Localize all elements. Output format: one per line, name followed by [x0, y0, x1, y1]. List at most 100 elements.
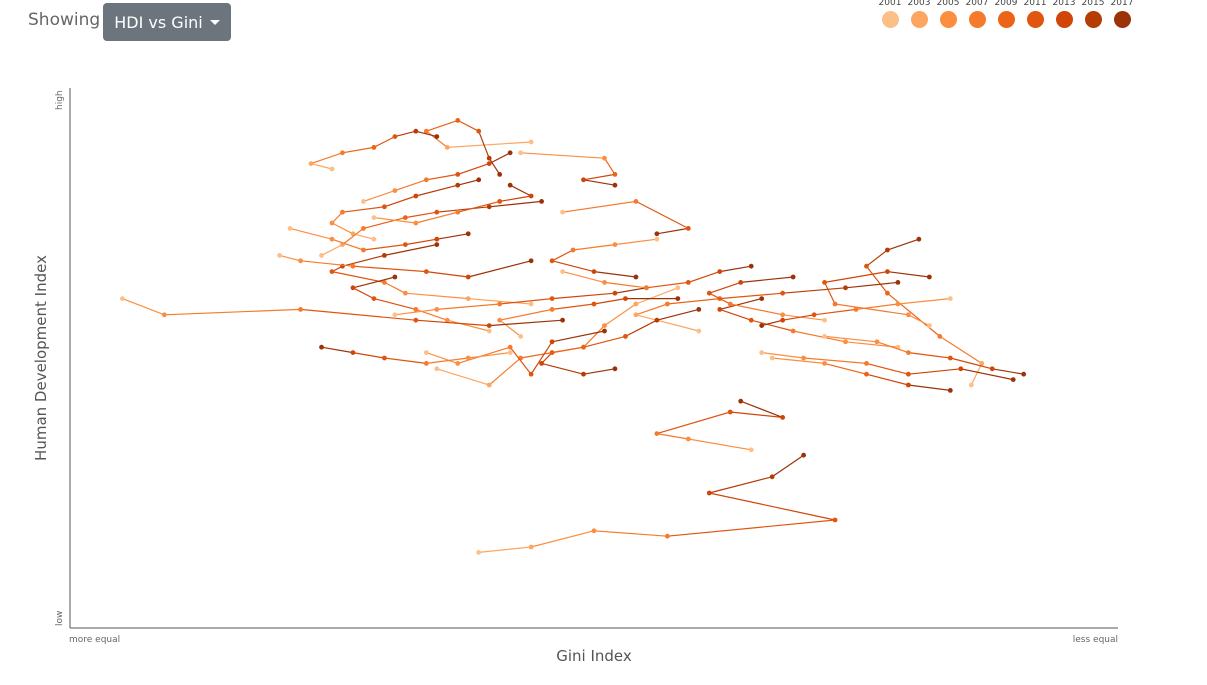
data-point[interactable] [549, 296, 555, 301]
data-point[interactable] [277, 253, 282, 258]
data-point[interactable] [308, 161, 314, 167]
data-point[interactable] [832, 301, 838, 307]
data-point[interactable] [822, 280, 827, 285]
data-point[interactable] [382, 253, 387, 258]
data-point[interactable] [822, 361, 827, 366]
data-point[interactable] [361, 199, 366, 204]
data-point[interactable] [874, 339, 880, 345]
data-point[interactable] [486, 323, 492, 328]
data-point[interactable] [989, 366, 995, 372]
data-point[interactable] [350, 350, 356, 355]
data-point[interactable] [727, 301, 733, 307]
data-point[interactable] [340, 150, 345, 156]
data-point[interactable] [947, 388, 953, 393]
data-point[interactable] [560, 269, 565, 274]
data-point[interactable] [916, 236, 922, 242]
data-point[interactable] [926, 274, 932, 280]
data-point[interactable] [790, 274, 796, 280]
data-point[interactable] [340, 209, 345, 215]
data-point[interactable] [696, 328, 702, 334]
data-point[interactable] [423, 177, 429, 183]
data-point[interactable] [507, 350, 513, 355]
data-point[interactable] [759, 323, 765, 328]
data-point[interactable] [675, 296, 681, 301]
data-point[interactable] [570, 247, 576, 253]
data-point[interactable] [633, 301, 639, 307]
data-point[interactable] [822, 334, 827, 339]
data-point[interactable] [161, 312, 167, 318]
data-point[interactable] [402, 242, 408, 248]
data-point[interactable] [654, 317, 660, 323]
data-point[interactable] [864, 371, 869, 377]
data-point[interactable] [769, 355, 775, 361]
data-point[interactable] [539, 199, 544, 204]
data-point[interactable] [392, 134, 398, 140]
data-point[interactable] [790, 328, 796, 334]
data-point[interactable] [528, 544, 534, 550]
data-point[interactable] [549, 258, 555, 264]
data-point[interactable] [497, 199, 503, 204]
data-point[interactable] [518, 334, 524, 339]
data-point[interactable] [906, 371, 911, 377]
data-point[interactable] [402, 290, 408, 296]
data-point[interactable] [748, 263, 754, 269]
data-point[interactable] [350, 285, 356, 291]
data-point[interactable] [507, 182, 513, 188]
data-point[interactable] [371, 145, 377, 150]
data-point[interactable] [947, 296, 953, 301]
data-point[interactable] [633, 274, 639, 280]
data-point[interactable] [539, 361, 544, 366]
data-point[interactable] [675, 285, 681, 291]
data-point[interactable] [654, 431, 660, 436]
data-point[interactable] [906, 312, 911, 318]
data-point[interactable] [727, 409, 733, 415]
data-point[interactable] [287, 226, 293, 231]
data-point[interactable] [434, 209, 440, 215]
data-point[interactable] [748, 317, 754, 323]
data-point[interactable] [455, 118, 461, 123]
data-point[interactable] [528, 258, 534, 264]
data-point[interactable] [885, 269, 890, 274]
data-point[interactable] [581, 371, 586, 377]
data-point[interactable] [654, 236, 660, 242]
data-point[interactable] [455, 209, 461, 215]
data-point[interactable] [497, 317, 503, 323]
data-point[interactable] [329, 269, 335, 274]
data-point[interactable] [371, 236, 377, 242]
data-point[interactable] [413, 220, 419, 226]
data-point[interactable] [1021, 371, 1027, 377]
data-point[interactable] [465, 274, 471, 280]
data-point[interactable] [518, 150, 524, 156]
data-point[interactable] [528, 193, 534, 199]
data-point[interactable] [633, 312, 639, 318]
data-point[interactable] [906, 382, 911, 388]
data-point[interactable] [895, 280, 901, 285]
data-point[interactable] [549, 307, 555, 312]
metric-dropdown-button[interactable]: HDI vs Gini [103, 3, 231, 41]
data-point[interactable] [926, 323, 932, 328]
data-point[interactable] [853, 307, 859, 312]
data-point[interactable] [413, 317, 419, 323]
data-point[interactable] [371, 296, 377, 301]
data-point[interactable] [738, 398, 744, 404]
data-point[interactable] [507, 344, 513, 350]
data-point[interactable] [822, 317, 827, 323]
data-point[interactable] [423, 361, 429, 366]
data-point[interactable] [685, 226, 691, 231]
data-point[interactable] [864, 263, 869, 269]
data-point[interactable] [685, 436, 691, 442]
data-point[interactable] [465, 355, 471, 361]
data-point[interactable] [486, 155, 492, 161]
data-point[interactable] [434, 242, 440, 248]
data-point[interactable] [664, 301, 670, 307]
data-point[interactable] [361, 247, 366, 253]
data-point[interactable] [423, 128, 429, 134]
data-point[interactable] [633, 199, 639, 204]
data-point[interactable] [549, 339, 555, 345]
data-point[interactable] [685, 280, 691, 285]
data-point[interactable] [361, 226, 366, 231]
data-point[interactable] [1010, 377, 1016, 382]
data-point[interactable] [413, 307, 419, 312]
data-point[interactable] [968, 382, 974, 388]
data-point[interactable] [434, 134, 440, 140]
